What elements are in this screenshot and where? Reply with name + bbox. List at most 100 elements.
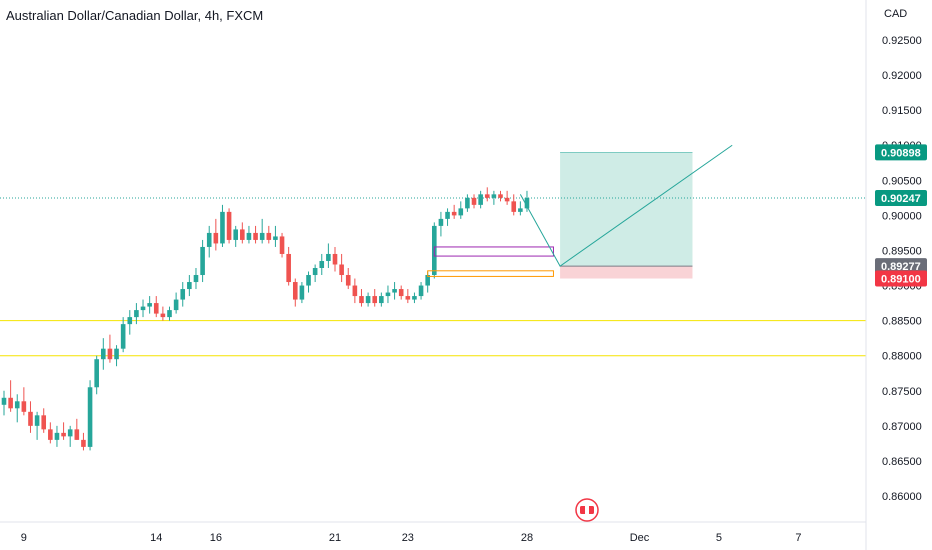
candle-body[interactable] <box>160 313 166 318</box>
candle-body[interactable] <box>405 296 411 300</box>
candle-body[interactable] <box>385 292 391 297</box>
candle-body[interactable] <box>445 211 450 219</box>
candle-body[interactable] <box>484 194 490 198</box>
candle-body[interactable] <box>233 229 238 240</box>
candle-body[interactable] <box>524 197 530 209</box>
candle-body[interactable] <box>74 429 80 440</box>
candle-body[interactable] <box>147 303 152 307</box>
candle-body[interactable] <box>193 275 199 283</box>
price-tag <box>875 144 927 161</box>
candle-body[interactable] <box>511 201 517 212</box>
candle-body[interactable] <box>339 264 344 276</box>
candle-body[interactable] <box>451 211 457 216</box>
candle-body[interactable] <box>326 253 331 261</box>
candle-body[interactable] <box>425 275 430 286</box>
candle-body[interactable] <box>101 348 106 360</box>
time-tick-label: Dec <box>630 532 650 544</box>
candle-body[interactable] <box>504 197 510 202</box>
candle-body[interactable] <box>187 282 192 290</box>
candle-body[interactable] <box>206 232 212 247</box>
candle-body[interactable] <box>200 246 205 276</box>
annotations <box>427 144 733 277</box>
candle-body[interactable] <box>41 415 47 430</box>
candle-body[interactable] <box>266 232 272 240</box>
candle-body[interactable] <box>87 387 93 447</box>
price-tick-label: 0.89500 <box>882 245 922 257</box>
candle-body[interactable] <box>458 208 464 216</box>
candle-body[interactable] <box>253 232 258 240</box>
candle-body[interactable] <box>306 275 311 286</box>
candle-body[interactable] <box>273 236 278 240</box>
candle-body[interactable] <box>345 275 351 286</box>
candle-body[interactable] <box>438 218 444 226</box>
candle-body[interactable] <box>465 197 470 209</box>
candle-body[interactable] <box>372 296 378 304</box>
candle-body[interactable] <box>8 397 13 409</box>
candle-body[interactable] <box>48 429 53 440</box>
candle-body[interactable] <box>81 439 86 447</box>
candle-body[interactable] <box>359 296 364 304</box>
price-tag <box>875 258 927 275</box>
candle-body[interactable] <box>292 282 298 300</box>
candle-body[interactable] <box>518 208 523 212</box>
target-zone[interactable] <box>560 152 693 267</box>
candle-body[interactable] <box>471 197 477 205</box>
candle-body[interactable] <box>180 289 186 300</box>
candle-body[interactable] <box>478 194 483 205</box>
candle-body[interactable] <box>418 285 424 297</box>
candle-body[interactable] <box>412 296 417 300</box>
price-tick-label: 0.91500 <box>882 105 922 117</box>
candle-body[interactable] <box>392 289 397 293</box>
candle-body[interactable] <box>127 317 133 325</box>
candle-body[interactable] <box>279 236 285 254</box>
candle-body[interactable] <box>134 310 139 318</box>
candle-body[interactable] <box>153 303 159 314</box>
candle-body[interactable] <box>67 429 73 437</box>
purple-zone-box[interactable] <box>433 246 554 257</box>
candle-body[interactable] <box>365 296 371 304</box>
orange-zone-box[interactable] <box>427 270 554 277</box>
candle-body[interactable] <box>319 260 325 268</box>
candle-body[interactable] <box>167 310 172 318</box>
position-zones <box>560 152 693 279</box>
candle-body[interactable] <box>246 232 252 240</box>
candle-body[interactable] <box>54 432 60 440</box>
candle-body[interactable] <box>21 401 27 412</box>
time-tick-label: 28 <box>521 532 533 544</box>
candle-body[interactable] <box>491 194 497 198</box>
candle-body[interactable] <box>120 324 126 349</box>
tradingview-logo-icon[interactable] <box>575 498 599 522</box>
candle-body[interactable] <box>398 289 404 297</box>
candle-body[interactable] <box>140 306 146 311</box>
projection-path[interactable] <box>519 144 733 267</box>
candle-body[interactable] <box>94 359 99 388</box>
candle-body[interactable] <box>379 296 384 304</box>
chart-title: Australian Dollar/Canadian Dollar, 4h, F… <box>6 8 264 23</box>
candle-body[interactable] <box>240 229 245 240</box>
stop-zone[interactable] <box>560 266 693 279</box>
candle-body[interactable] <box>107 348 113 360</box>
candle-body[interactable] <box>299 285 305 300</box>
candle-body[interactable] <box>220 211 225 244</box>
candle-body[interactable] <box>14 401 20 409</box>
time-tick-label: 14 <box>150 532 162 544</box>
currency-label: CAD <box>884 8 907 20</box>
candle-body[interactable] <box>352 285 358 297</box>
price-tick-label: 0.90000 <box>882 210 922 222</box>
price-tag-label: 0.89100 <box>881 274 921 286</box>
candle-body[interactable] <box>173 299 179 311</box>
candle-body[interactable] <box>498 194 503 198</box>
candle-body[interactable] <box>61 432 66 437</box>
candle-body[interactable] <box>226 211 232 240</box>
candle-body[interactable] <box>213 232 219 244</box>
candle-body[interactable] <box>34 415 40 426</box>
candle-body[interactable] <box>312 268 318 276</box>
price-tag-label: 0.90247 <box>881 193 921 205</box>
candle-body[interactable] <box>332 253 338 265</box>
candle-body[interactable] <box>1 397 7 405</box>
candle-body[interactable] <box>28 411 33 426</box>
candle-body[interactable] <box>259 232 265 240</box>
candle-body[interactable] <box>114 348 119 360</box>
candle-body[interactable] <box>286 253 291 283</box>
